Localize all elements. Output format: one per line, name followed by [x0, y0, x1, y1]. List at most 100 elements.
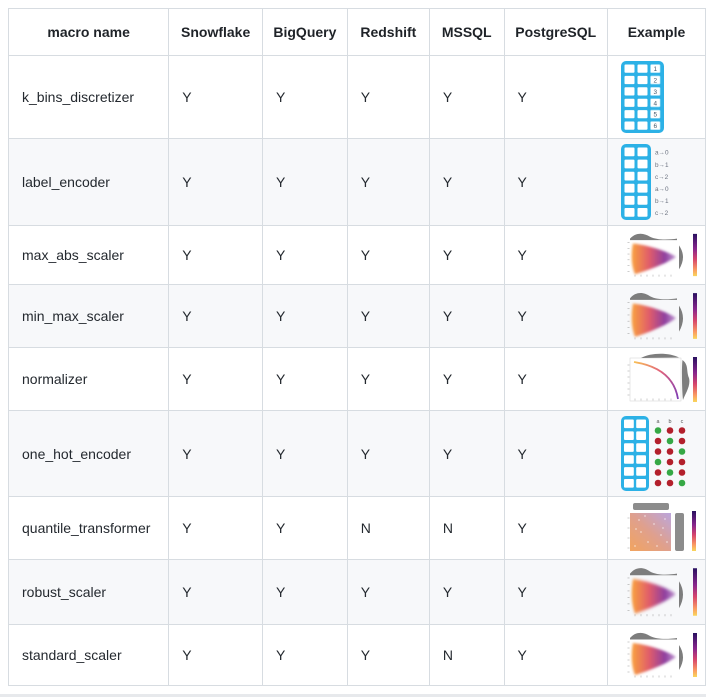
onehot-dot — [678, 427, 686, 434]
bin-number: 6 — [653, 123, 657, 130]
onehot-dot — [666, 427, 674, 434]
table-row: label_encoder Y Y Y Y Y a→0 b→1 c→2 a→0 b→1 c→2 — [7, 138, 706, 226]
cell-macro-name: min_max_scaler — [7, 284, 170, 348]
cell-bigquery: Y — [262, 559, 348, 625]
binned-table-icon[interactable]: 1 2 3 4 5 6 — [620, 61, 664, 133]
onehot-dot — [666, 448, 674, 455]
cell-example — [606, 559, 706, 625]
right-density — [681, 360, 690, 400]
jointplot-scatter-icon[interactable] — [621, 565, 699, 619]
arc-curve — [633, 361, 679, 400]
label-mapping: a→0 — [655, 150, 669, 157]
label-encoded-table-icon[interactable]: a→0 b→1 c→2 a→0 b→1 c→2 — [620, 144, 683, 220]
scatter-cloud — [631, 579, 676, 614]
jointplot-scatter-icon[interactable] — [621, 630, 699, 680]
onehot-dot — [678, 479, 686, 487]
table-row: min_max_scaler Y Y Y Y Y — [7, 284, 706, 348]
top-density — [629, 568, 677, 576]
label-mapping: b→1 — [655, 162, 669, 169]
cell-redshift: Y — [346, 624, 430, 686]
cell-redshift: Y — [346, 410, 430, 497]
top-density — [629, 632, 677, 640]
jointplot-scatter-icon[interactable] — [621, 290, 699, 342]
header-row: macro name Snowflake BigQuery Redshift MSSQL… — [7, 8, 706, 56]
onehot-dot — [678, 469, 686, 476]
onehot-dot — [654, 427, 662, 434]
cell-example: 1 2 3 4 5 6 — [606, 55, 706, 139]
onehot-dot — [654, 469, 662, 476]
column-header-macro-name: macro name — [7, 8, 170, 56]
cell-bigquery: Y — [262, 225, 348, 285]
right-density — [678, 645, 683, 670]
right-density — [678, 245, 683, 270]
right-density — [678, 581, 683, 609]
cell-postgresql: Y — [503, 410, 608, 497]
cell-mssql: Y — [428, 559, 505, 625]
cell-redshift: N — [346, 496, 430, 560]
cell-mssql: Y — [428, 410, 505, 497]
cell-postgresql: Y — [503, 284, 608, 348]
page-bottom-divider — [0, 694, 706, 697]
cell-bigquery: Y — [262, 55, 348, 139]
cell-postgresql: Y — [503, 225, 608, 285]
cell-postgresql: Y — [503, 559, 608, 625]
cell-postgresql: Y — [503, 496, 608, 560]
onehot-dot — [654, 437, 662, 445]
uniform-heatmap-icon[interactable] — [621, 502, 699, 554]
onehot-dot — [678, 458, 686, 466]
cell-snowflake: Y — [168, 138, 264, 226]
colorbar — [692, 233, 697, 277]
cell-redshift: Y — [346, 559, 430, 625]
right-density — [674, 513, 684, 551]
bin-number: 3 — [653, 89, 657, 96]
scatter-cloud — [631, 303, 676, 337]
column-header-mssql: MSSQL — [428, 8, 505, 56]
cell-mssql: Y — [428, 225, 505, 285]
cell-snowflake: Y — [168, 347, 264, 411]
cell-snowflake: Y — [168, 410, 264, 497]
cell-mssql: Y — [428, 55, 505, 139]
bin-number: 1 — [653, 66, 657, 73]
cell-postgresql: Y — [503, 55, 608, 139]
cell-mssql: Y — [428, 138, 505, 226]
label-mapping: b→1 — [655, 198, 669, 205]
colorbar — [692, 293, 697, 339]
onehot-table-icon[interactable]: a b c — [620, 416, 689, 491]
jointplot-scatter-icon[interactable] — [621, 231, 699, 279]
cell-example — [606, 284, 706, 348]
right-density — [678, 305, 683, 332]
cell-example: a b c — [606, 410, 706, 497]
jointplot-arc-icon[interactable] — [621, 353, 699, 405]
table-row: normalizer Y Y Y Y Y — [7, 347, 706, 411]
onehot-dot — [654, 448, 662, 455]
scatter-cloud — [631, 243, 676, 275]
onehot-dot — [666, 469, 674, 476]
cell-bigquery: Y — [262, 624, 348, 686]
onehot-dot — [678, 437, 686, 445]
column-header-example: Example — [606, 8, 706, 56]
cell-macro-name: one_hot_encoder — [7, 410, 170, 497]
label-mapping: c→2 — [655, 174, 669, 181]
colorbar — [692, 633, 697, 677]
cell-bigquery: Y — [262, 284, 348, 348]
cell-macro-name: quantile_transformer — [7, 496, 170, 560]
cell-example: a→0 b→1 c→2 a→0 b→1 c→2 — [606, 138, 706, 226]
cell-macro-name: normalizer — [7, 347, 170, 411]
column-header-postgresql: PostgreSQL — [503, 8, 608, 56]
cell-example — [606, 225, 706, 285]
top-density — [629, 233, 677, 241]
cell-mssql: Y — [428, 284, 505, 348]
cell-redshift: Y — [346, 347, 430, 411]
colorbar — [691, 511, 696, 551]
compatibility-table: macro name Snowflake BigQuery Redshift MSSQL… — [7, 8, 706, 686]
cell-snowflake: Y — [168, 496, 264, 560]
table-row: max_abs_scaler Y Y Y Y Y — [7, 225, 706, 285]
onehot-dot — [666, 458, 674, 466]
column-header-bigquery: BigQuery — [262, 8, 348, 56]
label-mapping: a→0 — [655, 186, 669, 193]
cell-redshift: Y — [346, 138, 430, 226]
cell-macro-name: k_bins_discretizer — [7, 55, 170, 139]
onehot-column-letter: b — [668, 419, 671, 425]
